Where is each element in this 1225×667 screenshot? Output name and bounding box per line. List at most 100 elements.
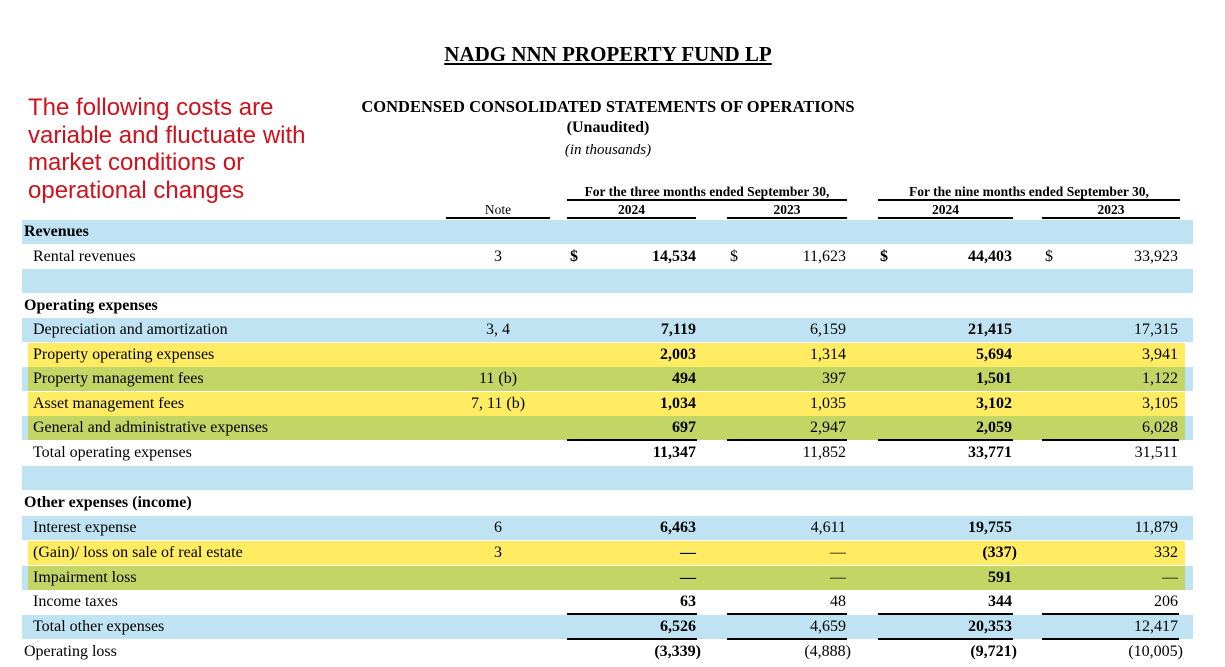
value-cell: 206 — [1154, 593, 1178, 610]
value-cell: 6,028 — [1142, 419, 1178, 436]
statement-title: CONDENSED CONSOLIDATED STATEMENTS OF OPE… — [361, 97, 855, 116]
yellow-highlight — [28, 343, 1185, 367]
value-cell: 63 — [680, 593, 696, 610]
value-cell: — — [1162, 569, 1178, 586]
row-label: Impairment loss — [33, 569, 137, 586]
divider — [567, 217, 696, 219]
row-label: Rental revenues — [33, 248, 136, 265]
value-cell: 19,755 — [968, 519, 1012, 536]
value-cell: 3,105 — [1142, 395, 1178, 412]
row-label: Revenues — [24, 223, 89, 240]
divider — [727, 217, 847, 219]
row-label: General and administrative expenses — [33, 419, 269, 436]
value-cell: 5,694 — [976, 346, 1012, 363]
green-highlight — [28, 566, 1185, 590]
value-cell: (4,888) — [804, 643, 851, 660]
green-highlight — [28, 416, 1185, 440]
subtotal-underline — [878, 613, 1013, 615]
table-row: (Gain)/ loss on sale of real estate 3 — — (3… — [22, 541, 1193, 565]
value-cell: 591 — [988, 569, 1012, 586]
value-cell: 33,923 — [1134, 248, 1178, 265]
subtotal-underline — [727, 439, 847, 441]
value-cell: 44,403 — [968, 248, 1012, 265]
subtotal-underline — [727, 638, 847, 640]
table-row: Income taxes 63 48 344 206 — [22, 590, 1193, 614]
value-cell: (3,339) — [654, 643, 701, 660]
table-row: Operating loss (3,339) (4,888) (9,721) (10,0… — [22, 640, 1193, 664]
value-cell: 397 — [822, 370, 846, 387]
value-cell: 14,534 — [652, 248, 696, 265]
year-header: 2024 — [932, 202, 959, 217]
value-cell: 17,315 — [1134, 321, 1178, 338]
subtotal-underline — [878, 638, 1013, 640]
row-label: Asset management fees — [33, 395, 185, 412]
note-ref: 6 — [494, 519, 502, 536]
row-label: Operating expenses — [24, 297, 158, 314]
table-row: Interest expense 6 6,463 4,611 19,755 11,879 — [22, 516, 1193, 540]
table-row: Total operating expenses 11,347 11,852 33,7… — [22, 441, 1193, 465]
row-label: Property operating expenses — [33, 346, 215, 363]
nine-months-header: For the nine months ended September 30, — [909, 184, 1149, 199]
value-cell: (337) — [982, 544, 1017, 561]
units-label: (in thousands) — [564, 142, 652, 158]
value-cell: 11,623 — [802, 248, 846, 265]
row-label: Other expenses (income) — [24, 494, 192, 511]
value-cell: 3,941 — [1142, 346, 1178, 363]
note-ref: 3 — [494, 248, 502, 265]
value-cell: 1,314 — [810, 346, 846, 363]
divider — [567, 199, 847, 201]
value-cell: 12,417 — [1134, 618, 1178, 635]
subtotal-underline — [878, 439, 1013, 441]
row-label: Property management fees — [33, 370, 204, 387]
value-cell: 11,347 — [652, 444, 696, 461]
value-cell: 1,501 — [976, 370, 1012, 387]
value-cell: — — [830, 544, 846, 561]
value-cell: 697 — [672, 419, 696, 436]
value-cell: 2,947 — [810, 419, 846, 436]
note-header: Note — [484, 202, 512, 217]
subtotal-underline — [1042, 638, 1179, 640]
value-cell: 4,659 — [810, 618, 846, 635]
unaudited-label: (Unaudited) — [566, 119, 650, 136]
divider — [878, 199, 1180, 201]
dollar-sign: $ — [570, 248, 578, 265]
section-header: Operating expenses — [22, 294, 1193, 318]
row-label: (Gain)/ loss on sale of real estate — [33, 544, 243, 561]
value-cell: — — [680, 569, 696, 586]
yellow-highlight — [28, 392, 1185, 416]
subtotal-underline — [1042, 439, 1179, 441]
value-cell: 2,059 — [976, 419, 1012, 436]
row-label: Interest expense — [33, 519, 137, 536]
year-header: 2023 — [1097, 202, 1125, 217]
green-highlight — [28, 367, 1185, 391]
value-cell: 11,852 — [802, 444, 846, 461]
value-cell: 1,035 — [810, 395, 846, 412]
table-row: Total other expenses 6,526 4,659 20,353 12,4… — [22, 615, 1193, 639]
value-cell: 11,879 — [1134, 519, 1178, 536]
value-cell: 31,511 — [1134, 444, 1178, 461]
value-cell: 20,353 — [968, 618, 1012, 635]
value-cell: 1,122 — [1142, 370, 1178, 387]
company-title: NADG NNN PROPERTY FUND LP — [444, 42, 772, 66]
subtotal-underline — [727, 613, 847, 615]
value-cell: 4,611 — [810, 519, 846, 536]
value-cell: 6,463 — [660, 519, 696, 536]
table-row: Impairment loss — — 591 — — [22, 566, 1193, 590]
value-cell: 494 — [672, 370, 696, 387]
value-cell: 33,771 — [968, 444, 1012, 461]
section-header: Other expenses (income) — [22, 491, 1193, 515]
value-cell: 7,119 — [660, 321, 696, 338]
subtotal-underline — [567, 638, 697, 640]
row-label: Operating loss — [24, 643, 117, 660]
note-ref: 11 (b) — [478, 370, 518, 387]
table-row: General and administrative expenses 697 2,… — [22, 416, 1193, 440]
note-ref: 3 — [494, 544, 502, 561]
spacer-row — [22, 269, 1193, 293]
value-cell: 6,159 — [810, 321, 846, 338]
row-label: Total other expenses — [33, 618, 165, 635]
value-cell: 1,034 — [660, 395, 696, 412]
table-row: Depreciation and amortization 3, 4 7,119 6,… — [22, 318, 1193, 342]
row-label: Depreciation and amortization — [33, 321, 228, 338]
row-label: Income taxes — [33, 593, 118, 610]
year-header: 2023 — [773, 202, 801, 217]
